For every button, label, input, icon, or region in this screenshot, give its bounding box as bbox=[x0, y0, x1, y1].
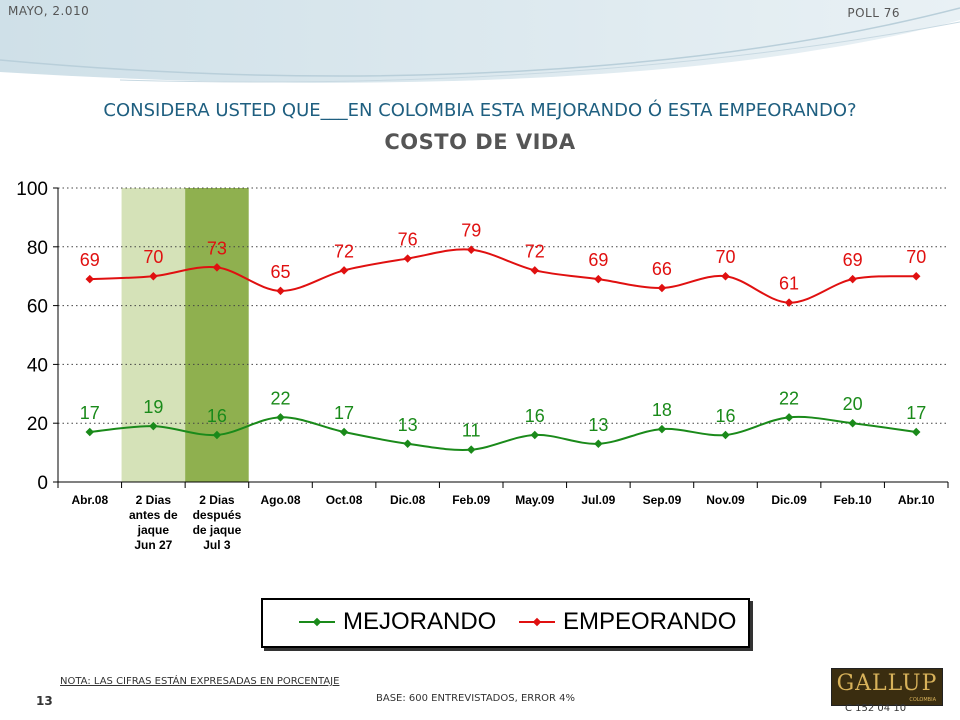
legend-marker-empeorando bbox=[519, 617, 555, 627]
data-point-empeorando bbox=[403, 254, 412, 263]
data-point-mejorando bbox=[403, 439, 412, 449]
data-label-empeorando: 69 bbox=[588, 250, 608, 270]
data-point-mejorando bbox=[848, 418, 857, 428]
x-tick-label: Oct.08 bbox=[326, 493, 363, 507]
data-point-empeorando bbox=[149, 271, 158, 281]
data-label-mejorando: 22 bbox=[270, 388, 290, 408]
x-tick-label: Feb.10 bbox=[834, 493, 872, 507]
data-point-mejorando bbox=[657, 424, 667, 434]
highlight-band-0 bbox=[121, 188, 186, 482]
data-point-mejorando bbox=[212, 430, 222, 440]
data-point-empeorando bbox=[911, 271, 921, 281]
gallup-logo: GALLUP COLOMBIA bbox=[831, 668, 943, 706]
data-point-empeorando bbox=[784, 298, 794, 307]
data-point-empeorando bbox=[339, 266, 349, 275]
document-code: C 152 04 10 bbox=[845, 703, 907, 714]
data-label-mejorando: 16 bbox=[525, 406, 545, 426]
data-point-empeorando bbox=[594, 274, 603, 284]
x-tick-label: 2 Dias después de jaque Jul 3 bbox=[193, 493, 242, 552]
data-point-mejorando bbox=[466, 445, 476, 454]
logo-name: GALLUP bbox=[836, 671, 938, 696]
data-point-empeorando bbox=[85, 274, 95, 284]
data-point-mejorando bbox=[530, 430, 540, 440]
data-label-empeorando: 70 bbox=[906, 247, 926, 267]
data-point-empeorando bbox=[212, 263, 222, 272]
x-tick-label: Abr.08 bbox=[71, 493, 108, 507]
x-tick-label: May.09 bbox=[515, 493, 554, 507]
legend-item-mejorando: MEJORANDO bbox=[299, 608, 496, 636]
data-label-empeorando: 66 bbox=[652, 259, 672, 279]
data-point-mejorando bbox=[85, 427, 95, 437]
question-title: CONSIDERA USTED QUE___EN COLOMBIA ESTA M… bbox=[103, 100, 857, 121]
data-point-mejorando bbox=[276, 413, 285, 422]
y-tick-label: 0 bbox=[37, 473, 48, 494]
y-tick-label: 20 bbox=[27, 414, 48, 435]
data-point-mejorando bbox=[721, 430, 730, 440]
data-label-mejorando: 17 bbox=[334, 403, 354, 423]
data-point-empeorando bbox=[657, 283, 667, 293]
data-point-empeorando bbox=[466, 245, 476, 254]
legend-label-empeorando: EMPEORANDO bbox=[563, 608, 737, 635]
footnote: NOTA: LAS CIFRAS ESTÁN EXPRESADAS EN POR… bbox=[60, 676, 340, 687]
x-tick-label: Dic.08 bbox=[390, 493, 426, 507]
data-point-empeorando bbox=[530, 266, 540, 275]
x-tick-label: Jul.09 bbox=[581, 493, 615, 507]
data-label-empeorando: 70 bbox=[715, 247, 735, 267]
page-number: 13 bbox=[36, 694, 53, 708]
data-point-mejorando bbox=[784, 413, 794, 422]
chart-legend: MEJORANDO EMPEORANDO bbox=[261, 598, 750, 648]
data-label-mejorando: 22 bbox=[779, 388, 799, 408]
x-tick-label: 2 Dias antes de jaque Jun 27 bbox=[129, 493, 178, 552]
data-label-mejorando: 19 bbox=[143, 397, 163, 417]
data-label-empeorando: 72 bbox=[334, 241, 354, 261]
x-tick-label: Dic.09 bbox=[771, 493, 807, 507]
series-line-empeorando bbox=[89, 248, 917, 304]
data-label-mejorando: 17 bbox=[906, 403, 926, 423]
poll-number: POLL 76 bbox=[847, 6, 900, 20]
data-point-mejorando bbox=[149, 421, 158, 431]
data-label-mejorando: 11 bbox=[462, 421, 481, 441]
data-label-mejorando: 18 bbox=[652, 400, 672, 420]
series-line-mejorando bbox=[89, 415, 917, 451]
y-tick-label: 40 bbox=[27, 355, 48, 376]
x-tick-label: Sep.09 bbox=[643, 493, 682, 507]
y-tick-label: 100 bbox=[16, 179, 48, 200]
data-label-mejorando: 20 bbox=[843, 394, 863, 414]
data-label-mejorando: 16 bbox=[207, 406, 227, 426]
data-label-empeorando: 72 bbox=[525, 241, 545, 261]
report-date: MAYO, 2.010 bbox=[8, 4, 90, 18]
data-label-empeorando: 69 bbox=[843, 250, 863, 270]
data-point-mejorando bbox=[911, 427, 921, 437]
x-tick-label: Nov.09 bbox=[706, 493, 745, 507]
sample-base: BASE: 600 ENTREVISTADOS, ERROR 4% bbox=[376, 693, 576, 704]
y-tick-label: 60 bbox=[27, 297, 48, 318]
data-label-mejorando: 13 bbox=[588, 415, 608, 435]
legend-marker-mejorando bbox=[299, 617, 335, 627]
x-tick-label: Feb.09 bbox=[452, 493, 490, 507]
data-label-mejorando: 17 bbox=[80, 403, 100, 423]
data-label-mejorando: 13 bbox=[398, 415, 418, 435]
data-point-mejorando bbox=[339, 427, 349, 437]
data-label-empeorando: 70 bbox=[143, 247, 163, 267]
data-label-mejorando: 16 bbox=[715, 406, 735, 426]
data-label-empeorando: 65 bbox=[270, 262, 290, 282]
legend-label-mejorando: MEJORANDO bbox=[343, 608, 497, 635]
data-label-empeorando: 69 bbox=[80, 250, 100, 270]
x-tick-label: Ago.08 bbox=[260, 493, 300, 507]
data-point-empeorando bbox=[848, 274, 857, 284]
data-label-empeorando: 76 bbox=[398, 230, 418, 250]
data-point-empeorando bbox=[721, 271, 730, 281]
data-label-empeorando: 79 bbox=[461, 221, 481, 241]
chart-subtitle: COSTO DE VIDA bbox=[384, 130, 576, 154]
y-tick-label: 80 bbox=[27, 238, 48, 259]
header-swoosh bbox=[0, 0, 960, 83]
x-tick-label: Abr.10 bbox=[898, 493, 935, 507]
data-label-empeorando: 61 bbox=[779, 274, 799, 294]
data-point-mejorando bbox=[594, 439, 603, 449]
legend-item-empeorando: EMPEORANDO bbox=[519, 608, 736, 636]
logo-sub: COLOMBIA bbox=[909, 697, 936, 703]
line-chart: 0 20 40 60 80 100 Abr.08 2 Dias antes de jaque Ju… bbox=[16, 179, 949, 552]
data-label-empeorando: 73 bbox=[207, 238, 227, 258]
data-point-empeorando bbox=[276, 286, 285, 296]
